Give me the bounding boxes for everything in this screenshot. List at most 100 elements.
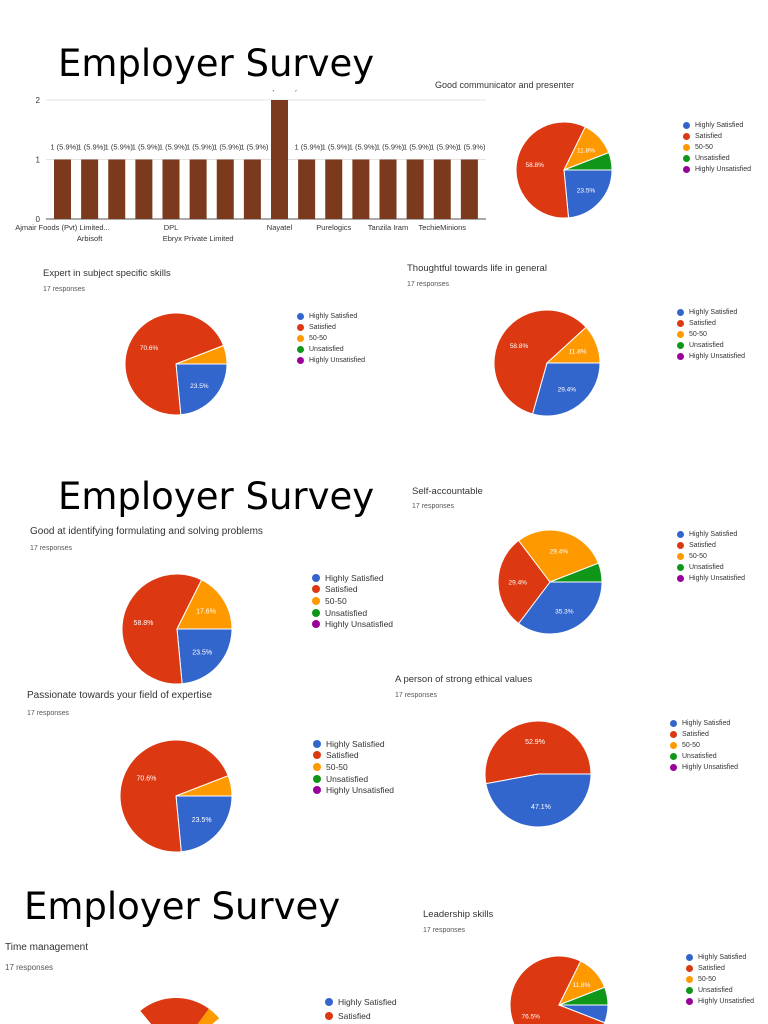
pie-slice (176, 579, 233, 630)
pie-slice (549, 562, 603, 583)
legend-label: Highly Satisfied (689, 531, 738, 538)
pie-slice (197, 1008, 220, 1024)
legend-dot (677, 575, 684, 582)
legend-label: Highly Satisfied (689, 309, 738, 316)
legend-label: Satisfied (326, 750, 359, 761)
chart-responses-time: 17 responses (5, 963, 54, 972)
legend-dot (683, 166, 690, 173)
legend-label: Highly Unsatisfied (682, 764, 739, 771)
legend-dot (677, 309, 684, 316)
pie-slice-label: 11.8% (572, 982, 590, 989)
y-tick-label: 1 (36, 156, 41, 165)
legend-label: Highly Satisfied (309, 313, 358, 320)
bar (406, 159, 424, 219)
pie-slice (515, 121, 586, 219)
bar-data-label: 1 (5.9%) (159, 143, 188, 152)
pie-slice (563, 169, 613, 219)
legend-dot (677, 353, 684, 360)
legend-dot (683, 133, 690, 140)
legend-dot (677, 342, 684, 349)
legend-dot (670, 731, 677, 738)
legend-dot (313, 739, 321, 748)
pie-chart-expert: 23.5% 70.6% (124, 312, 228, 416)
bar (135, 159, 153, 219)
pie-slice (545, 326, 601, 364)
legend-leadership: Highly Satisfied Satisfied 50-50 Unsatis… (686, 952, 754, 1007)
legend-dot (686, 965, 693, 972)
pie-slice-label: 23.5% (192, 649, 212, 656)
legend-dot (677, 320, 684, 327)
legend-label: Satisfied (309, 324, 336, 331)
pie-slice (563, 151, 613, 171)
section-title-2: Employer Survey (58, 475, 375, 518)
legend-label: Satisfied (338, 1011, 371, 1021)
chart-responses-selfaccountable: 17 responses (412, 503, 455, 510)
legend-label: Unsatisfied (325, 607, 368, 618)
bar-data-label: 1 (5.9%) (77, 143, 106, 152)
legend-dot (297, 346, 304, 353)
legend-dot (670, 764, 677, 771)
legend-dot (297, 357, 304, 364)
legend-label: 50-50 (325, 595, 347, 606)
legend-expert: Highly Satisfied Satisfied 50-50 Unsatis… (297, 311, 365, 366)
pie-slice (119, 739, 229, 853)
legend-label: Unsatisfied (326, 773, 369, 784)
legend-label: Highly Satisfied (326, 738, 385, 749)
legend-label: 50-50 (695, 144, 713, 151)
legend-time: Highly Satisfied Satisfied (325, 995, 397, 1023)
pie-slice-label: 35.3% (555, 608, 574, 615)
legend-dot (313, 774, 321, 783)
bar-data-label: 1 (5.9%) (294, 143, 323, 152)
pie-slice-label: 58.8% (526, 162, 545, 169)
pie-chart-problems: 23.5% 58.8% 17.6% (121, 573, 233, 685)
legend-dot (677, 331, 684, 338)
legend-label: Satisfied (689, 320, 716, 327)
bar (460, 159, 478, 219)
y-tick-label: 0 (36, 215, 41, 224)
bar (162, 159, 180, 219)
legend-label: Unsatisfied (689, 342, 724, 349)
pie-slice (176, 628, 233, 685)
legend-dot (297, 324, 304, 331)
bar-data-label: 1 (5.9%) (457, 143, 486, 152)
pie-chart-selfaccountable: 35.3% 29.4% 29.4% (497, 529, 603, 635)
x-tick-label: Nayatel (267, 223, 293, 232)
legend-label: Highly Satisfied (695, 122, 744, 129)
pie-slice-label: 11.8% (577, 147, 595, 154)
bar-data-label: 1 (5.9%) (213, 143, 242, 152)
legend-dot (683, 144, 690, 151)
legend-dot (686, 954, 693, 961)
pie-slice-label: 23.5% (577, 188, 596, 195)
legend-dot (683, 155, 690, 162)
legend-label: Satisfied (689, 542, 716, 549)
chart-title-expert: Expert in subject specific skills (43, 268, 171, 279)
pie-chart-leadership: 76.5% 11.8% (509, 955, 609, 1024)
legend-dot (297, 313, 304, 320)
legend-label: Highly Satisfied (338, 997, 397, 1007)
legend-label: Highly Unsatisfied (695, 166, 752, 173)
pie-slice-label: 76.5% (521, 1013, 540, 1020)
pie-chart-passionate: 23.5% 70.6% (119, 739, 233, 853)
chart-title-thoughtful: Thoughtful towards life in general (407, 263, 547, 274)
bar (54, 159, 71, 219)
legend-label: 50-50 (689, 331, 707, 338)
chart-responses-thoughtful: 17 responses (407, 281, 450, 288)
legend-label: Highly Unsatisfied (309, 357, 366, 364)
legend-label: 50-50 (698, 976, 716, 983)
chart-responses-ethical: 17 responses (395, 692, 438, 699)
x-tick-label: Ajmair Foods (Pvt) Limited... (15, 223, 110, 232)
pie-slice (175, 363, 228, 416)
pie-slice-label: 29.4% (558, 387, 577, 394)
chart-title-ethical: A person of strong ethical values (395, 674, 533, 685)
legend-dot (325, 1012, 333, 1020)
pie-slice (558, 986, 609, 1006)
pie-chart-time (140, 998, 220, 1024)
legend-label: Satisfied (682, 731, 709, 738)
pie-slice (509, 955, 606, 1024)
pie-slice (121, 573, 203, 685)
legend-dot (677, 553, 684, 560)
pie-chart-communicator: 23.5% 58.8% 11.8% (515, 121, 613, 219)
legend-label: 50-50 (326, 761, 348, 772)
x-tick-label: Tanzila Iram (368, 223, 408, 232)
chart-title-communicator: Good communicator and presenter (435, 80, 575, 90)
